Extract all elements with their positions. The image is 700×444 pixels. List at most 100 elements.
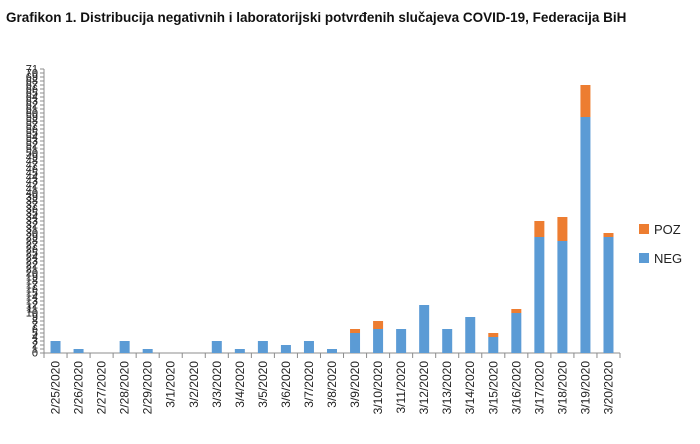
- x-category-label: 3/16/2020: [509, 361, 523, 415]
- y-tick-label: 14: [26, 292, 38, 304]
- x-category-label: 3/19/2020: [578, 361, 592, 415]
- y-tick-label: 42: [26, 180, 38, 192]
- x-category-label: 3/4/2020: [233, 361, 247, 408]
- bar-neg-3-13-2020: [442, 329, 453, 353]
- bar-poz-3-15-2020: [488, 333, 499, 337]
- y-tick-label: 22: [26, 260, 38, 272]
- x-category-label: 3/13/2020: [440, 361, 454, 415]
- y-tick-label: 6: [32, 324, 38, 336]
- bar-poz-3-16-2020: [511, 309, 522, 313]
- y-tick-label: 38: [26, 196, 38, 208]
- x-category-label: 3/20/2020: [601, 361, 615, 415]
- x-category-label: 2/25/2020: [49, 361, 63, 415]
- legend-label-poz: POZ: [654, 222, 681, 237]
- y-tick-label: 67: [26, 80, 38, 92]
- y-tick-label: 32: [26, 220, 38, 232]
- bar-neg-2-28-2020: [119, 341, 130, 353]
- bar-neg-2-29-2020: [142, 349, 153, 353]
- y-tick-label: 29: [26, 232, 38, 244]
- bar-neg-3-8-2020: [327, 349, 337, 353]
- y-tick-label: 48: [26, 156, 38, 168]
- x-category-label: 3/3/2020: [210, 361, 224, 408]
- y-tick-label: 60: [26, 108, 38, 120]
- y-tick-label: 1: [32, 344, 38, 356]
- x-category-label: 3/11/2020: [394, 361, 408, 414]
- y-tick-label: 57: [26, 120, 38, 132]
- bar-neg-3-11-2020: [396, 329, 407, 353]
- bar-poz-3-18-2020: [557, 217, 568, 241]
- y-tick-label: 18: [26, 276, 38, 288]
- y-tick-label: 66: [26, 84, 38, 96]
- x-category-label: 3/5/2020: [256, 361, 270, 408]
- bar-poz-3-20-2020: [603, 233, 614, 237]
- x-category-label: 2/28/2020: [118, 361, 132, 415]
- y-tick-label: 71: [26, 64, 38, 76]
- y-tick-label: 46: [26, 164, 38, 176]
- y-tick-label: 63: [26, 96, 38, 108]
- bar-neg-3-14-2020: [465, 317, 476, 353]
- y-tick-label: 36: [26, 204, 38, 216]
- x-category-label: 3/8/2020: [325, 361, 339, 408]
- y-tick-label: 56: [26, 124, 38, 136]
- y-tick-label: 7: [32, 320, 38, 332]
- x-category-label: 3/12/2020: [417, 361, 431, 415]
- y-tick-label: 39: [26, 192, 38, 204]
- x-category-label: 3/2/2020: [187, 361, 201, 408]
- bar-neg-2-25-2020: [50, 341, 61, 353]
- y-tick-label: 20: [26, 268, 38, 280]
- bar-neg-3-18-2020: [557, 241, 568, 353]
- y-tick-label: 26: [26, 244, 38, 256]
- y-tick-label: 49: [26, 152, 38, 164]
- bar-neg-3-15-2020: [488, 337, 499, 353]
- bar-neg-3-12-2020: [419, 305, 430, 353]
- bar-poz-3-17-2020: [534, 221, 545, 237]
- y-tick-label: 37: [26, 200, 38, 212]
- y-tick-label: 40: [26, 188, 38, 200]
- y-tick-label: 10: [26, 308, 38, 320]
- y-tick-label: 13: [26, 296, 38, 308]
- y-tick-label: 31: [26, 224, 38, 236]
- y-tick-label: 4: [32, 332, 38, 344]
- bar-neg-3-6-2020: [280, 345, 291, 353]
- bar-neg-3-17-2020: [534, 237, 545, 353]
- bar-poz-3-9-2020: [350, 329, 361, 333]
- y-tick-label: 53: [26, 136, 38, 148]
- x-category-label: 3/7/2020: [302, 361, 316, 408]
- x-category-label: 3/17/2020: [532, 361, 546, 415]
- y-tick-label: 68: [26, 76, 38, 88]
- y-tick-label: 69: [26, 72, 38, 84]
- bar-poz-3-19-2020: [580, 85, 591, 117]
- x-category-label: 3/9/2020: [348, 361, 362, 408]
- bar-neg-3-4-2020: [234, 349, 245, 353]
- bar-neg-3-5-2020: [257, 341, 268, 353]
- y-tick-label: 70: [26, 68, 38, 80]
- y-tick-label: 55: [26, 128, 38, 140]
- bar-neg-3-20-2020: [603, 237, 614, 353]
- x-category-label: 3/1/2020: [164, 361, 178, 408]
- y-tick-label: 64: [26, 92, 38, 104]
- y-tick-label: 41: [26, 184, 38, 196]
- y-tick-label: 19: [26, 272, 38, 284]
- y-tick-label: 17: [26, 280, 38, 292]
- y-tick-label: 35: [26, 208, 38, 220]
- y-tick-label: 21: [26, 264, 38, 276]
- y-tick-label: 34: [26, 212, 38, 224]
- y-tick-label: 50: [26, 148, 38, 160]
- legend-label-neg: NEG: [654, 251, 682, 266]
- y-tick-label: 8: [32, 316, 38, 328]
- x-category-label: 3/18/2020: [555, 361, 569, 415]
- x-category-label: 3/10/2020: [371, 361, 385, 415]
- y-tick-label: 5: [32, 328, 38, 340]
- x-category-label: 3/14/2020: [463, 361, 477, 415]
- bar-neg-3-16-2020: [511, 313, 522, 353]
- x-category-label: 3/15/2020: [486, 361, 500, 415]
- bar-neg-3-3-2020: [211, 341, 222, 353]
- y-tick-label: 3: [32, 336, 38, 348]
- y-tick-label: 47: [26, 160, 38, 172]
- y-tick-label: 16: [26, 284, 38, 296]
- y-tick-label: 12: [26, 300, 38, 312]
- y-tick-label: 25: [26, 248, 38, 260]
- y-tick-label: 54: [26, 132, 38, 144]
- y-tick-label: 0: [32, 348, 38, 360]
